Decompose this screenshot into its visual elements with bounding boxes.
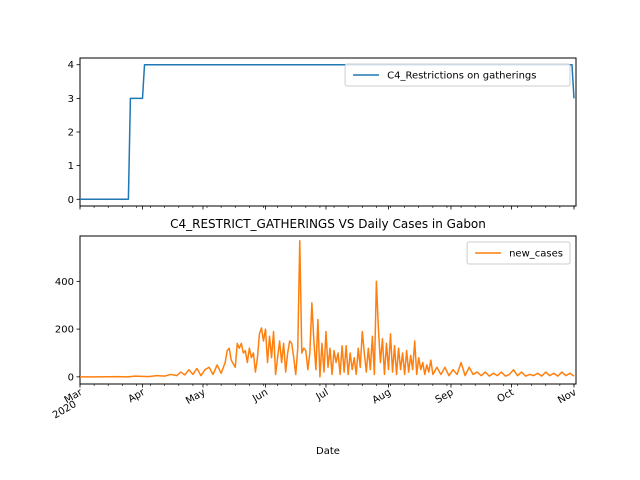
x-axis-label: Date [316,446,340,457]
top-y-tick-label: 3 [68,94,74,105]
top-subplot: 0 1 2 3 4 C4_Restrictions on gatherings [68,57,577,210]
series-line-c4-restrictions-on-gatherings [80,63,575,201]
top-x-ticks [79,206,575,210]
bottom-legend-box [466,241,571,265]
bottom-y-ticks: 0 200 400 [55,277,80,383]
bottom-plot-frame [79,235,577,385]
chart-title: C4_RESTRICT_GATHERINGS VS Daily Cases in… [170,217,486,231]
x-tick-label: Jun [250,387,270,405]
x-tick-label: Sep [434,387,456,406]
x-tick-label: Apr [127,387,148,406]
top-legend: C4_Restrictions on gatherings [344,63,571,87]
series-line-new-cases [80,240,575,378]
x-tick-label: Nov [556,387,578,406]
bottom-y-tick-label: 400 [55,277,74,288]
x-tick-sublabel: 2020 [51,399,79,421]
top-y-tick-label: 0 [68,195,74,206]
bottom-y-tick-label: 200 [55,325,74,336]
bottom-legend: new_cases [466,241,571,265]
top-y-ticks: 0 1 2 3 4 [68,60,80,206]
bottom-subplot: C4_RESTRICT_GATHERINGS VS Daily Cases in… [51,217,579,457]
top-lines [80,63,575,201]
x-tick-label: May [184,387,207,407]
top-y-tick-label: 4 [68,60,74,71]
x-tick-label: Jul [314,387,331,403]
top-legend-label: C4_Restrictions on gatherings [387,71,536,82]
bottom-y-tick-label: 0 [68,372,74,383]
top-legend-box [344,63,571,87]
x-tick-label: Oct [496,387,517,405]
top-y-tick-label: 1 [68,161,74,172]
bottom-lines [80,240,575,378]
bottom-legend-label: new_cases [509,249,563,260]
x-tick-label: Aug [371,387,393,406]
top-y-tick-label: 2 [68,128,74,139]
